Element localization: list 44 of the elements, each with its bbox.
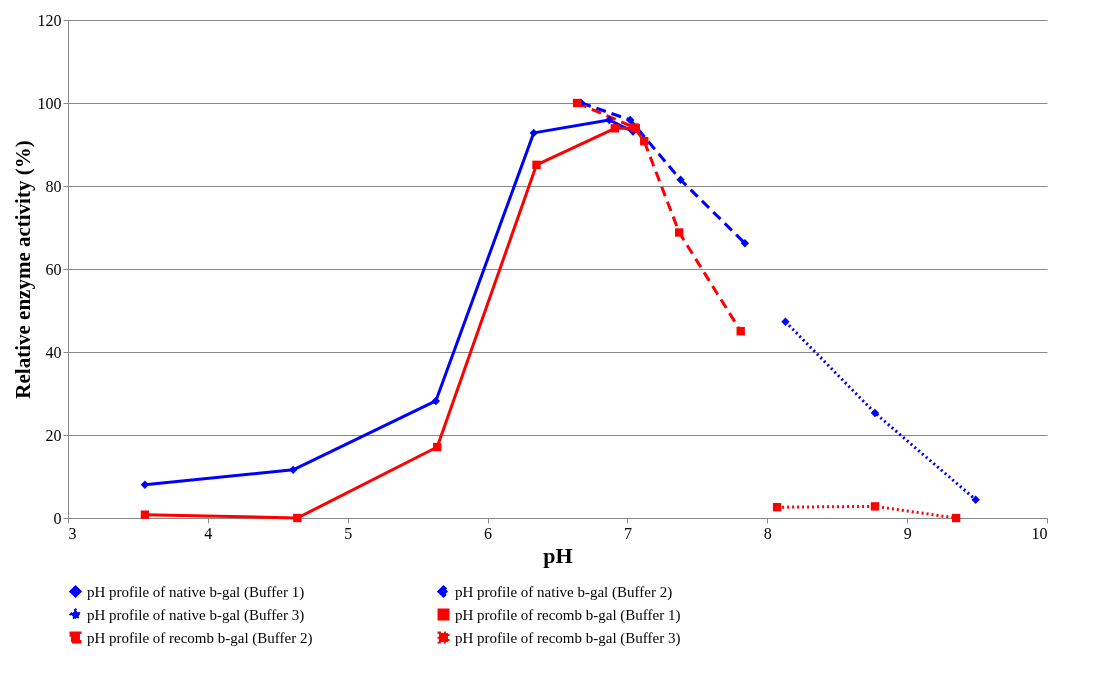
legend-label: pH profile of recomb b-gal (Buffer 2) xyxy=(87,629,313,647)
legend-label: pH profile of native b-gal (Buffer 1) xyxy=(87,583,305,601)
point xyxy=(971,495,980,504)
x-tick-label: 6 xyxy=(484,524,493,542)
point xyxy=(740,239,750,248)
x-tick-label: 5 xyxy=(344,524,353,542)
point xyxy=(870,408,880,418)
point xyxy=(572,98,582,108)
point xyxy=(431,396,441,406)
point xyxy=(140,480,150,489)
legend-label: pH profile of recomb b-gal (Buffer 1) xyxy=(455,606,681,624)
point xyxy=(605,115,614,125)
point xyxy=(610,124,620,133)
x-tick-label: 3 xyxy=(68,524,77,542)
point xyxy=(140,510,150,519)
y-tick-label: 60 xyxy=(45,260,62,278)
x-axis-title: pH xyxy=(543,542,573,568)
x-tick-label: 10 xyxy=(1031,524,1048,542)
y-tick-label: 100 xyxy=(37,94,62,112)
point xyxy=(293,513,302,523)
y-axis-title: Relative enzyme activity (%) xyxy=(10,140,35,399)
point xyxy=(772,503,782,512)
point xyxy=(529,128,538,138)
point xyxy=(640,137,649,146)
x-tick-label: 7 xyxy=(623,524,632,542)
legend-label: pH profile of recomb b-gal (Buffer 3) xyxy=(455,629,681,647)
y-tick-label: 80 xyxy=(45,177,62,195)
point xyxy=(676,175,685,184)
y-tick-label: 0 xyxy=(53,509,62,527)
point xyxy=(674,228,684,237)
x-tick-label: 4 xyxy=(204,524,213,542)
y-tick-label: 120 xyxy=(37,11,62,29)
y-tick-label: 40 xyxy=(45,343,62,361)
point xyxy=(433,442,442,452)
legend-label: pH profile of native b-gal (Buffer 2) xyxy=(455,583,673,601)
x-tick-label: 8 xyxy=(763,524,772,542)
point xyxy=(781,317,790,326)
x-tick-label: 9 xyxy=(903,524,912,542)
point xyxy=(736,327,745,336)
legend-label: pH profile of native b-gal (Buffer 3) xyxy=(87,606,305,624)
point xyxy=(532,160,541,170)
point xyxy=(870,502,880,511)
y-tick-label: 20 xyxy=(45,426,62,444)
point xyxy=(951,513,961,523)
